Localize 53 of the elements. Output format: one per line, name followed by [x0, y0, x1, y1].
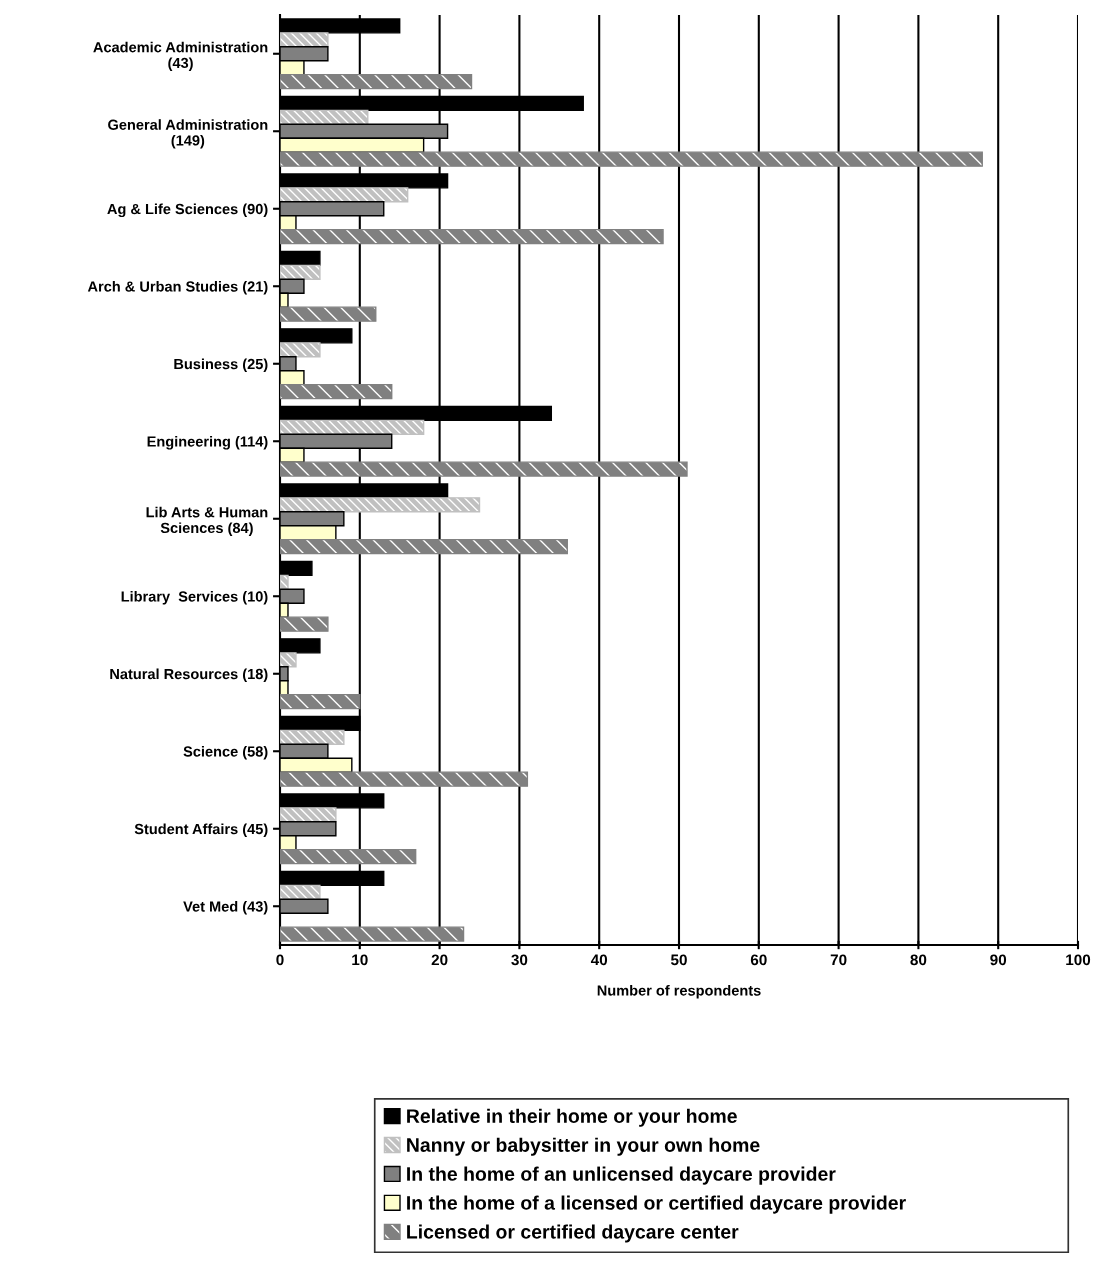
y-tick-label: Ag & Life Sciences (90) [107, 203, 268, 218]
bar [280, 538, 568, 555]
bar [280, 306, 377, 322]
bar [280, 383, 393, 400]
y-tick-label: Arch & Urban Studies (21) [87, 280, 268, 295]
bar [280, 342, 321, 358]
bar [280, 926, 465, 942]
bar [280, 151, 983, 167]
x-axis-title: Number of respondents [597, 984, 761, 999]
y-tick-label: Science (58) [183, 745, 268, 760]
y-tick-label: Natural Resources (18) [110, 668, 268, 683]
x-tick-label: 60 [750, 954, 767, 966]
y-tick-label: Lib Arts & Human Sciences (84) [146, 506, 268, 536]
x-tick-label: 80 [910, 954, 927, 966]
bar [280, 771, 529, 787]
x-tick-label: 50 [670, 954, 687, 966]
legend-label: Relative in their home or your home [407, 1108, 737, 1127]
bar [280, 109, 369, 125]
x-tick-label: 0 [276, 954, 284, 966]
bar [280, 693, 361, 710]
y-tick-label: Engineering (114) [147, 435, 268, 450]
x-tick-label: 20 [431, 954, 448, 966]
legend-label: In the home of an unlicensed daycare provider [407, 1166, 836, 1185]
y-tick-label: Student Affairs (45) [134, 823, 268, 838]
y-tick-label: Academic Administration (43) [93, 41, 268, 71]
x-tick-label: 10 [352, 954, 368, 966]
x-tick-label: 30 [511, 954, 528, 966]
bar [280, 729, 345, 745]
bar [280, 32, 329, 48]
bar [280, 884, 321, 900]
bar [280, 419, 425, 435]
bar [280, 73, 473, 90]
x-tick-label: 90 [990, 954, 1007, 966]
x-tick-label: 40 [590, 954, 608, 966]
bar [280, 574, 289, 590]
bar [280, 616, 329, 632]
x-tick-label: 70 [830, 954, 847, 966]
legend-label: In the home of a licensed or certified daycare provider [407, 1195, 906, 1214]
y-tick-label: Library Services (10) [121, 590, 268, 605]
x-tick-label: 100 [1066, 954, 1091, 966]
legend-label: Licensed or certified daycare center [407, 1224, 739, 1243]
bar [280, 228, 664, 245]
bar [280, 461, 688, 477]
bar [280, 497, 481, 513]
y-tick-label: General Administration (149) [108, 119, 268, 149]
bar [280, 848, 417, 865]
y-tick-label: Business (25) [174, 358, 268, 373]
y-tick-label: Vet Med (43) [183, 900, 268, 915]
bar [280, 264, 321, 280]
bar [280, 807, 337, 823]
bar [280, 187, 409, 203]
legend-label: Nanny or babysitter in your own home [407, 1137, 760, 1156]
bar [280, 652, 297, 668]
